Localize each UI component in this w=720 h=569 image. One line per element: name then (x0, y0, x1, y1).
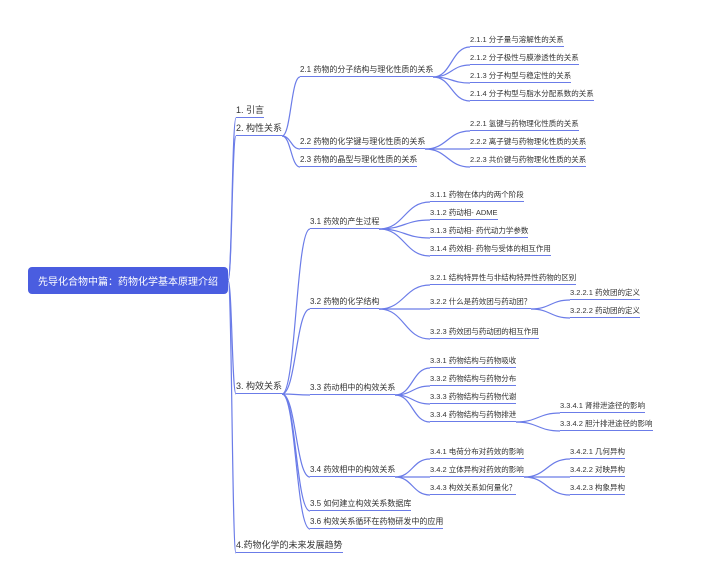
node-3.1.2[interactable]: 3.1.2 药动相- ADME (430, 207, 498, 220)
node-3.1.1[interactable]: 3.1.1 药物在体内的两个阶段 (430, 189, 524, 202)
node-3.3.4.2[interactable]: 3.3.4.2 胆汁排泄途径的影响 (560, 418, 653, 431)
node-2.1.2[interactable]: 2.1.2 分子极性与膜渗透性的关系 (470, 52, 579, 65)
node-3.3.3[interactable]: 3.3.3 药物结构与药物代谢 (430, 391, 516, 404)
node-3.4.2.1[interactable]: 3.4.2.1 几何异构 (570, 446, 625, 459)
node-3.4.2.3[interactable]: 3.4.2.3 构象异构 (570, 482, 625, 495)
node-3.4.2.2[interactable]: 3.4.2.2 对映异构 (570, 464, 625, 477)
node-3.2.1[interactable]: 3.2.1 结构特异性与非结构特异性药物的区别 (430, 272, 576, 285)
node-3.3.2[interactable]: 3.3.2 药物结构与药物分布 (430, 373, 516, 386)
node-3.2.2.1[interactable]: 3.2.2.1 药效团的定义 (570, 287, 640, 300)
node-3.4.3[interactable]: 3.4.3 构效关系如何量化？ (430, 482, 516, 495)
node-2.1.1[interactable]: 2.1.1 分子量与溶解性的关系 (470, 34, 564, 47)
node-2.1.4[interactable]: 2.1.4 分子构型与脂水分配系数的关系 (470, 88, 594, 101)
node-3.2[interactable]: 3.2 药物的化学结构 (310, 296, 379, 309)
node-3.1.3[interactable]: 3.1.3 药动相- 药代动力学参数 (430, 225, 528, 238)
node-3.4.1[interactable]: 3.4.1 电荷分布对药效的影响 (430, 446, 524, 459)
node-3.4[interactable]: 3.4 药效相中的构效关系 (310, 464, 395, 477)
node-3.1[interactable]: 3.1 药效的产生过程 (310, 216, 379, 229)
node-3.3.4[interactable]: 3.3.4 药物结构与药物排泄 (430, 409, 516, 422)
root-node[interactable]: 先导化合物中篇：药物化学基本原理介绍 (28, 267, 228, 294)
node-3.3.1[interactable]: 3.3.1 药物结构与药物吸收 (430, 355, 516, 368)
node-2.2.1[interactable]: 2.2.1 氢键与药物理化性质的关系 (470, 118, 579, 131)
mindmap-stage: 先导化合物中篇：药物化学基本原理介绍 1. 引言 2. 构性关系 3. 构效关系 4.药… (0, 0, 720, 569)
node-2.1.3[interactable]: 2.1.3 分子构型与稳定性的关系 (470, 70, 571, 83)
node-2.1[interactable]: 2.1 药物的分子结构与理化性质的关系 (300, 64, 433, 77)
node-2.3[interactable]: 2.3 药物的晶型与理化性质的关系 (300, 154, 417, 167)
node-2.2[interactable]: 2.2 药物的化学键与理化性质的关系 (300, 136, 425, 149)
node-2.2.3[interactable]: 2.2.3 共价键与药物理化性质的关系 (470, 154, 586, 167)
node-2.2.2[interactable]: 2.2.2 离子键与药物理化性质的关系 (470, 136, 586, 149)
node-3.4.2[interactable]: 3.4.2 立体异构对药效的影响 (430, 464, 524, 477)
node-3.2.3[interactable]: 3.2.3 药效团与药动团的相互作用 (430, 326, 539, 339)
node-3.2.2.2[interactable]: 3.2.2.2 药动团的定义 (570, 305, 640, 318)
node-1[interactable]: 1. 引言 (236, 103, 264, 118)
node-3[interactable]: 3. 构效关系 (236, 379, 282, 394)
node-3.1.4[interactable]: 3.1.4 药效相- 药物与受体的相互作用 (430, 243, 551, 256)
node-4[interactable]: 4.药物化学的未来发展趋势 (236, 538, 343, 553)
node-3.2.2[interactable]: 3.2.2 什么是药效团与药动团？ (430, 296, 531, 309)
node-3.3.4.1[interactable]: 3.3.4.1 肾排泄途径的影响 (560, 400, 645, 413)
node-3.6[interactable]: 3.6 构效关系循环在药物研发中的应用 (310, 516, 443, 529)
node-2[interactable]: 2. 构性关系 (236, 121, 282, 136)
node-3.5[interactable]: 3.5 如何建立构效关系数据库 (310, 498, 411, 511)
node-3.3[interactable]: 3.3 药动相中的构效关系 (310, 382, 395, 395)
